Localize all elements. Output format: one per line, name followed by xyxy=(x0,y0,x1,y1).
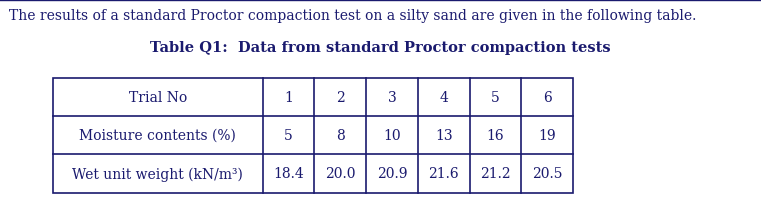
Text: Moisture contents (%): Moisture contents (%) xyxy=(79,129,237,142)
Text: Wet unit weight (kN/m³): Wet unit weight (kN/m³) xyxy=(72,166,244,181)
Text: 8: 8 xyxy=(336,129,345,142)
Text: 21.2: 21.2 xyxy=(480,167,511,180)
Text: 3: 3 xyxy=(387,90,396,104)
Text: 6: 6 xyxy=(543,90,552,104)
Text: Table Q1:  Data from standard Proctor compaction tests: Table Q1: Data from standard Proctor com… xyxy=(150,41,611,55)
Text: 1: 1 xyxy=(284,90,293,104)
Text: 16: 16 xyxy=(486,129,505,142)
Text: 2: 2 xyxy=(336,90,345,104)
Text: 5: 5 xyxy=(284,129,293,142)
Text: 19: 19 xyxy=(538,129,556,142)
Text: The results of a standard Proctor compaction test on a silty sand are given in t: The results of a standard Proctor compac… xyxy=(9,9,696,23)
Text: 20.9: 20.9 xyxy=(377,167,407,180)
Text: 20.0: 20.0 xyxy=(325,167,355,180)
Bar xyxy=(53,78,573,193)
Text: 20.5: 20.5 xyxy=(532,167,562,180)
Text: Trial No: Trial No xyxy=(129,90,187,104)
Text: 5: 5 xyxy=(491,90,500,104)
Text: 21.6: 21.6 xyxy=(428,167,459,180)
Text: 13: 13 xyxy=(435,129,453,142)
Text: 10: 10 xyxy=(383,129,401,142)
Text: 4: 4 xyxy=(439,90,448,104)
Text: 18.4: 18.4 xyxy=(273,167,304,180)
